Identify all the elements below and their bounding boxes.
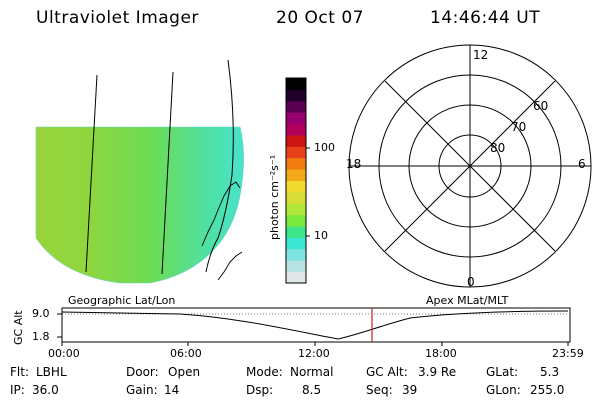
colorbar-segment xyxy=(286,271,306,284)
polar-label-70: 70 xyxy=(511,120,526,134)
date-label: 20 Oct 07 xyxy=(276,8,364,28)
info-gcalt-value: 3.9 Re xyxy=(418,365,457,379)
altitude-curve xyxy=(61,310,569,340)
colorbar-segment xyxy=(286,157,306,170)
colorbar-segment xyxy=(286,237,306,250)
colorbar-segment xyxy=(286,112,306,125)
mlt-label-18: 18 xyxy=(346,157,361,171)
info-door-value: Open xyxy=(168,365,201,379)
x-tick-0000: 00:00 xyxy=(48,347,80,360)
y-tick-9: 9.0 xyxy=(32,307,50,320)
mlt-label-0: 0 xyxy=(467,275,475,289)
coastline xyxy=(201,181,241,247)
mlt-label-12: 12 xyxy=(473,48,488,62)
colorbar-segment xyxy=(286,260,306,273)
colorbar-segment xyxy=(286,248,306,261)
colorbar-segment xyxy=(286,123,306,136)
timeline-axis-title: GC Alt xyxy=(12,310,25,345)
colorbar-segment xyxy=(286,203,306,216)
colorbar-frame xyxy=(285,77,307,284)
polar-label-60: 60 xyxy=(533,99,548,113)
info-dsp-value: 8.5 xyxy=(302,383,322,397)
colorbar-segment xyxy=(286,89,306,102)
info-ip-label: IP: xyxy=(10,383,25,397)
x-tick-1800: 18:00 xyxy=(425,347,457,360)
instrument-title: Ultraviolet Imager xyxy=(36,8,199,28)
info-flt-label: Flt: xyxy=(10,365,29,379)
x-tick-0600: 06:00 xyxy=(170,347,202,360)
info-flt-value: LBHL xyxy=(36,365,67,379)
uv-image xyxy=(35,59,244,284)
colorbar-segment xyxy=(286,100,306,113)
info-seq-label: Seq: xyxy=(366,383,393,397)
info-mode-value: Normal xyxy=(290,365,334,379)
polar-grid xyxy=(348,44,592,288)
color-scale xyxy=(285,77,310,284)
timeline-panel xyxy=(57,307,571,346)
colorbar-segment xyxy=(286,134,306,147)
info-dsp-label: Dsp: xyxy=(246,383,274,397)
info-gain-value: 14 xyxy=(164,383,180,397)
colorbar-segment xyxy=(286,214,306,227)
info-ip-value: 36.0 xyxy=(32,383,59,397)
colorbar-segment xyxy=(286,169,306,181)
info-mode-label: Mode: xyxy=(246,365,283,379)
x-tick-2359: 23:59 xyxy=(552,347,584,360)
colorbar-tick-10: 10 xyxy=(314,229,328,242)
colorbar-segment xyxy=(286,226,306,238)
x-tick-1200: 12:00 xyxy=(298,347,330,360)
mlt-label-6: 6 xyxy=(578,157,586,171)
info-glon-label: GLon: xyxy=(486,383,521,397)
info-door-label: Door: xyxy=(126,365,159,379)
info-seq-value: 39 xyxy=(402,383,418,397)
geographic-label: Geographic Lat/Lon xyxy=(68,294,176,307)
info-glat-value: 5.3 xyxy=(540,365,560,379)
longitude-line xyxy=(205,59,234,273)
colorbar-segment xyxy=(286,180,306,193)
colorbar-unit-label: photon cm⁻²s⁻¹ xyxy=(268,155,281,240)
colorbar-segment xyxy=(286,191,306,204)
longitude-line xyxy=(85,74,98,273)
info-gcalt-label: GC Alt: xyxy=(366,365,408,379)
colorbar-tick-100: 100 xyxy=(314,141,335,154)
longitude-line xyxy=(161,71,174,275)
colorbar-segment xyxy=(286,146,306,159)
polar-label-80: 80 xyxy=(490,141,505,155)
image-outline xyxy=(35,126,244,284)
y-tick-1-8: 1.8 xyxy=(32,330,50,343)
colorbar-segment xyxy=(286,78,306,90)
info-glat-label: GLat: xyxy=(486,365,519,379)
apex-label: Apex MLat/MLT xyxy=(426,294,509,307)
coastline xyxy=(217,251,243,281)
info-glon-value: 255.0 xyxy=(530,383,565,397)
info-gain-label: Gain: xyxy=(126,383,158,397)
time-label: 14:46:44 UT xyxy=(430,8,541,28)
